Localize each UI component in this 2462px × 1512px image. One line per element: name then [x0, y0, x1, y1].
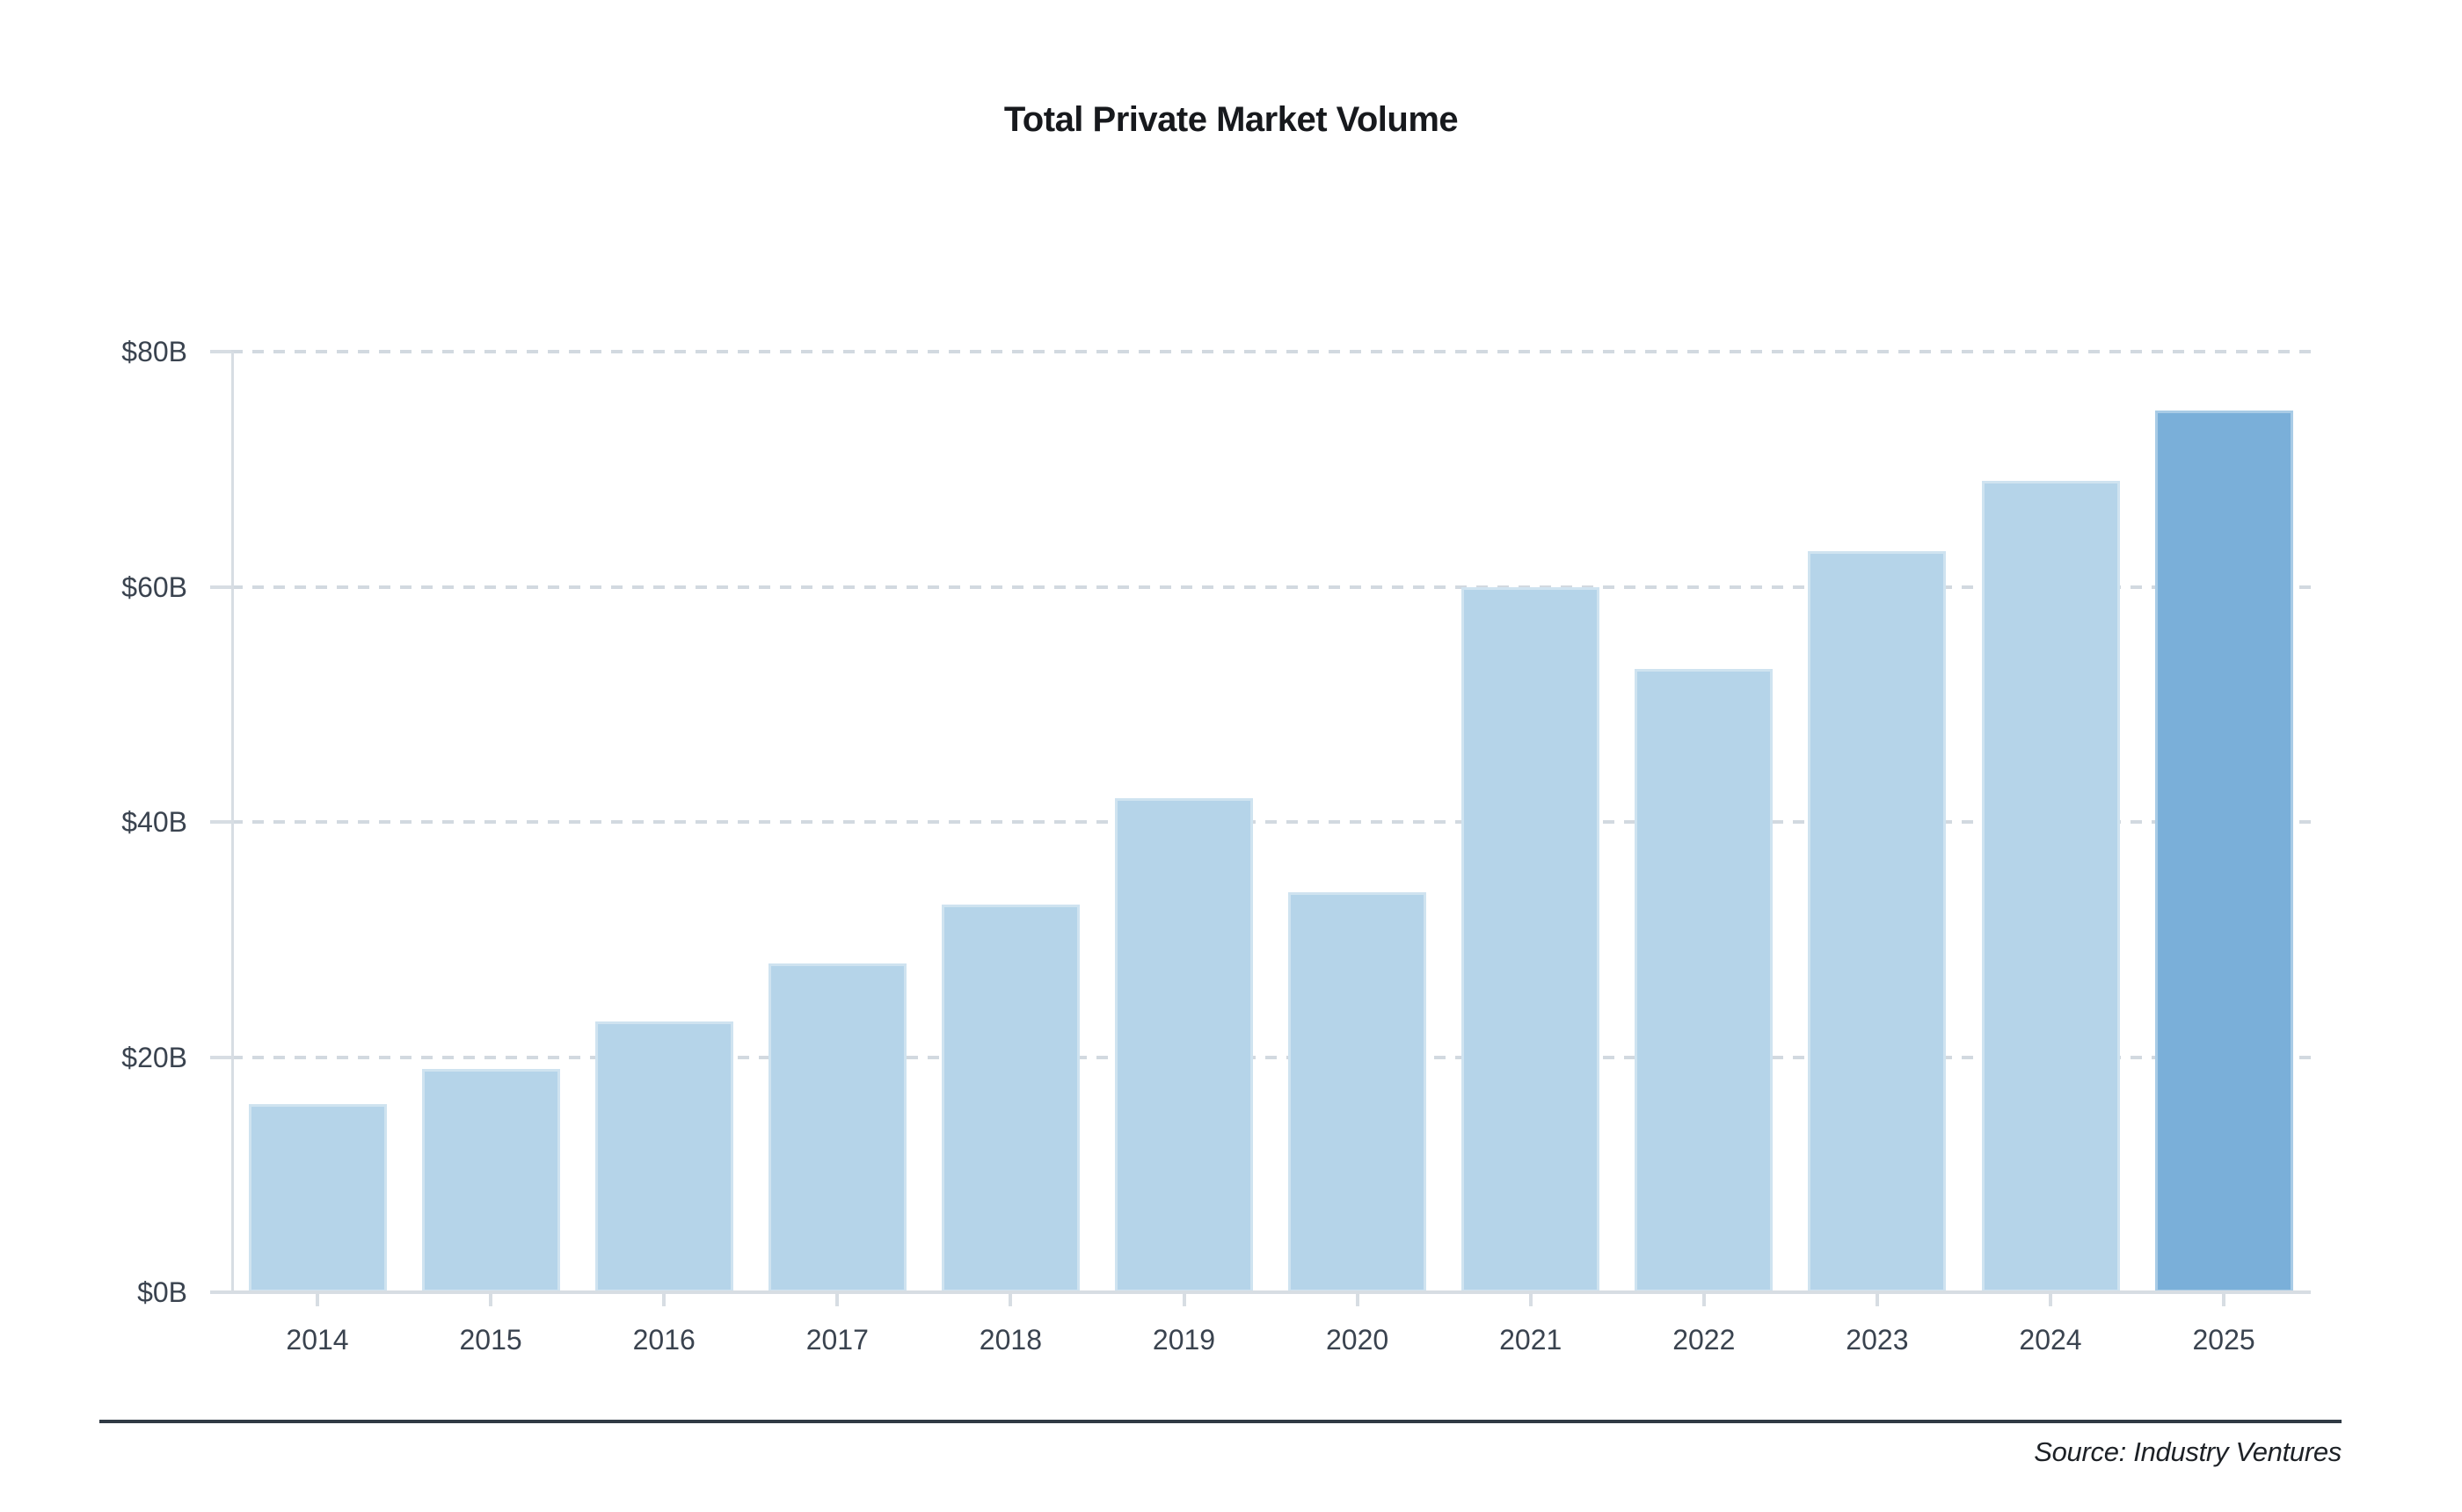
y-axis-tick — [210, 1055, 231, 1059]
source-note: Source: Industry Ventures — [2034, 1436, 2342, 1467]
y-axis-tick — [210, 350, 231, 353]
x-axis-label-2019: 2019 — [1152, 1324, 1216, 1356]
x-axis-tick-2024 — [2049, 1294, 2052, 1306]
x-axis-label-2015: 2015 — [459, 1324, 522, 1356]
chart-title: Total Private Market Volume — [1003, 100, 1459, 139]
y-axis-label-20: $20B — [121, 1041, 187, 1073]
y-axis-tick — [210, 1290, 231, 1294]
y-axis-label-40: $40B — [121, 806, 187, 838]
y-axis-label-0: $0B — [137, 1276, 187, 1308]
bar-2016[interactable] — [594, 1021, 733, 1292]
y-axis-tick — [210, 820, 231, 824]
x-axis-tick-2016 — [662, 1294, 666, 1306]
x-axis-tick-2018 — [1009, 1294, 1013, 1306]
gridline-80 — [231, 350, 2311, 353]
bar-2019[interactable] — [1115, 798, 1253, 1292]
bar-2017[interactable] — [768, 963, 907, 1292]
x-axis-label-2016: 2016 — [632, 1324, 696, 1356]
x-axis-label-2021: 2021 — [1499, 1324, 1562, 1356]
bar-2020[interactable] — [1288, 892, 1427, 1292]
x-axis-label-2022: 2022 — [1672, 1324, 1736, 1356]
x-axis-tick-2022 — [1701, 1294, 1706, 1306]
x-axis-tick-2025 — [2222, 1294, 2226, 1306]
x-axis-tick-2015 — [489, 1294, 493, 1306]
x-axis-label-2014: 2014 — [286, 1324, 349, 1356]
bar-2022[interactable] — [1635, 669, 1774, 1292]
y-axis-label-80: $80B — [121, 336, 187, 367]
y-axis-label-60: $60B — [121, 571, 187, 603]
x-axis-label-2025: 2025 — [2192, 1324, 2255, 1356]
x-axis-label-2020: 2020 — [1326, 1324, 1389, 1356]
x-axis-label-2017: 2017 — [805, 1324, 869, 1356]
x-axis-tick-2014 — [316, 1294, 319, 1306]
x-axis-label-2023: 2023 — [1846, 1324, 1909, 1356]
bar-2021[interactable] — [1461, 586, 1600, 1292]
x-axis-label-2018: 2018 — [979, 1324, 1042, 1356]
bar-2025[interactable] — [2154, 410, 2293, 1292]
footer-separator-line — [99, 1420, 2342, 1423]
bar-2018[interactable] — [941, 904, 1080, 1292]
x-axis-tick-2020 — [1355, 1294, 1359, 1306]
x-axis-baseline — [231, 1290, 2311, 1294]
bar-2014[interactable] — [248, 1104, 387, 1292]
y-axis-line — [231, 352, 234, 1294]
bar-2023[interactable] — [1808, 551, 1947, 1292]
x-axis-tick-2019 — [1182, 1294, 1186, 1306]
bar-2024[interactable] — [1981, 481, 2120, 1292]
x-axis-tick-2023 — [1875, 1294, 1879, 1306]
bar-2015[interactable] — [421, 1068, 560, 1292]
gridline-20 — [231, 1055, 2311, 1059]
gridline-60 — [231, 585, 2311, 589]
x-axis-tick-2017 — [835, 1294, 840, 1306]
x-axis-tick-2021 — [1528, 1294, 1533, 1306]
x-axis-label-2024: 2024 — [2019, 1324, 2082, 1356]
y-axis-tick — [210, 585, 231, 589]
gridline-40 — [231, 820, 2311, 824]
